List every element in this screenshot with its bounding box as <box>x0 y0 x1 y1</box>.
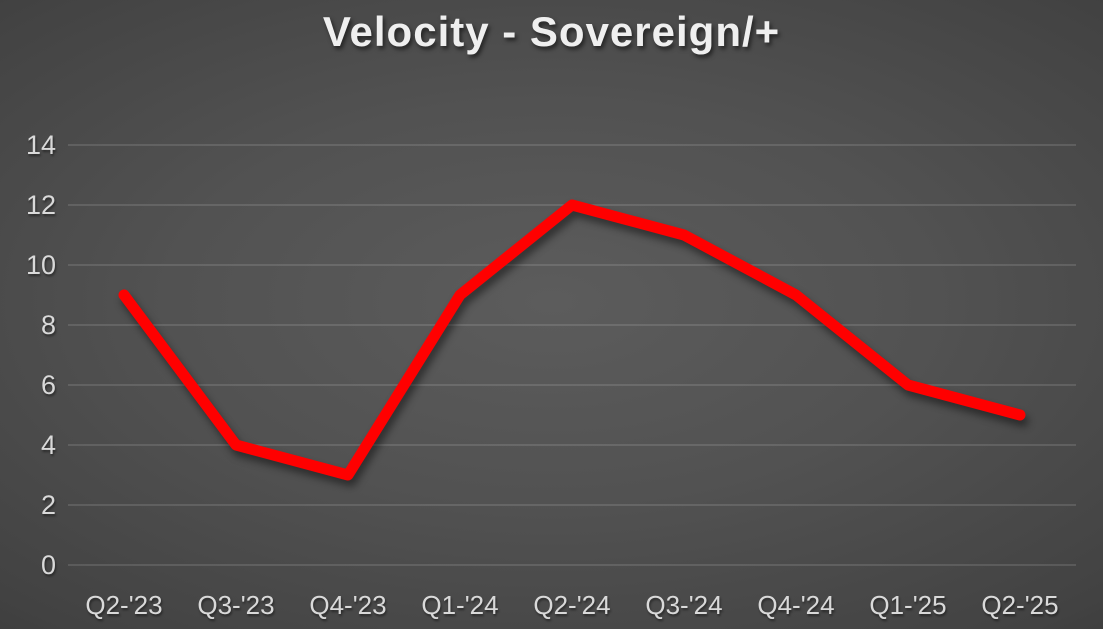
y-axis-tick-label: 14 <box>26 130 56 160</box>
y-axis-tick-label: 10 <box>26 250 56 280</box>
y-axis-tick-label: 4 <box>41 430 56 460</box>
x-axis-tick-label: Q1-'25 <box>869 590 946 620</box>
x-axis-tick-label: Q1-'24 <box>421 590 498 620</box>
data-series-line <box>118 199 1026 481</box>
y-axis-tick-label: 2 <box>41 490 56 520</box>
x-axis-tick-labels-group: Q2-'23 Q3-'23 Q4-'23 Q1-'24 Q2-'24 Q3-'24 Q4-'… <box>85 590 1058 620</box>
y-axis-tick-label: 8 <box>41 310 56 340</box>
x-axis-tick-label: Q4-'23 <box>309 590 386 620</box>
x-axis-tick-label: Q2-'24 <box>533 590 610 620</box>
x-axis-tick-label: Q3-'24 <box>645 590 722 620</box>
chart-title: Velocity - Sovereign/+ <box>322 8 781 55</box>
data-series-group <box>118 199 1026 481</box>
x-axis-tick-label: Q2-'23 <box>85 590 162 620</box>
y-axis-tick-label: 0 <box>41 550 56 580</box>
x-axis-tick-label: Q2-'25 <box>981 590 1058 620</box>
y-axis-tick-label: 12 <box>26 190 56 220</box>
x-axis-tick-label: Q3-'23 <box>197 590 274 620</box>
x-axis-tick-label: Q4-'24 <box>757 590 834 620</box>
y-axis-tick-labels-group: 0 2 4 6 8 10 12 14 <box>26 130 56 580</box>
y-axis-tick-label: 6 <box>41 370 56 400</box>
